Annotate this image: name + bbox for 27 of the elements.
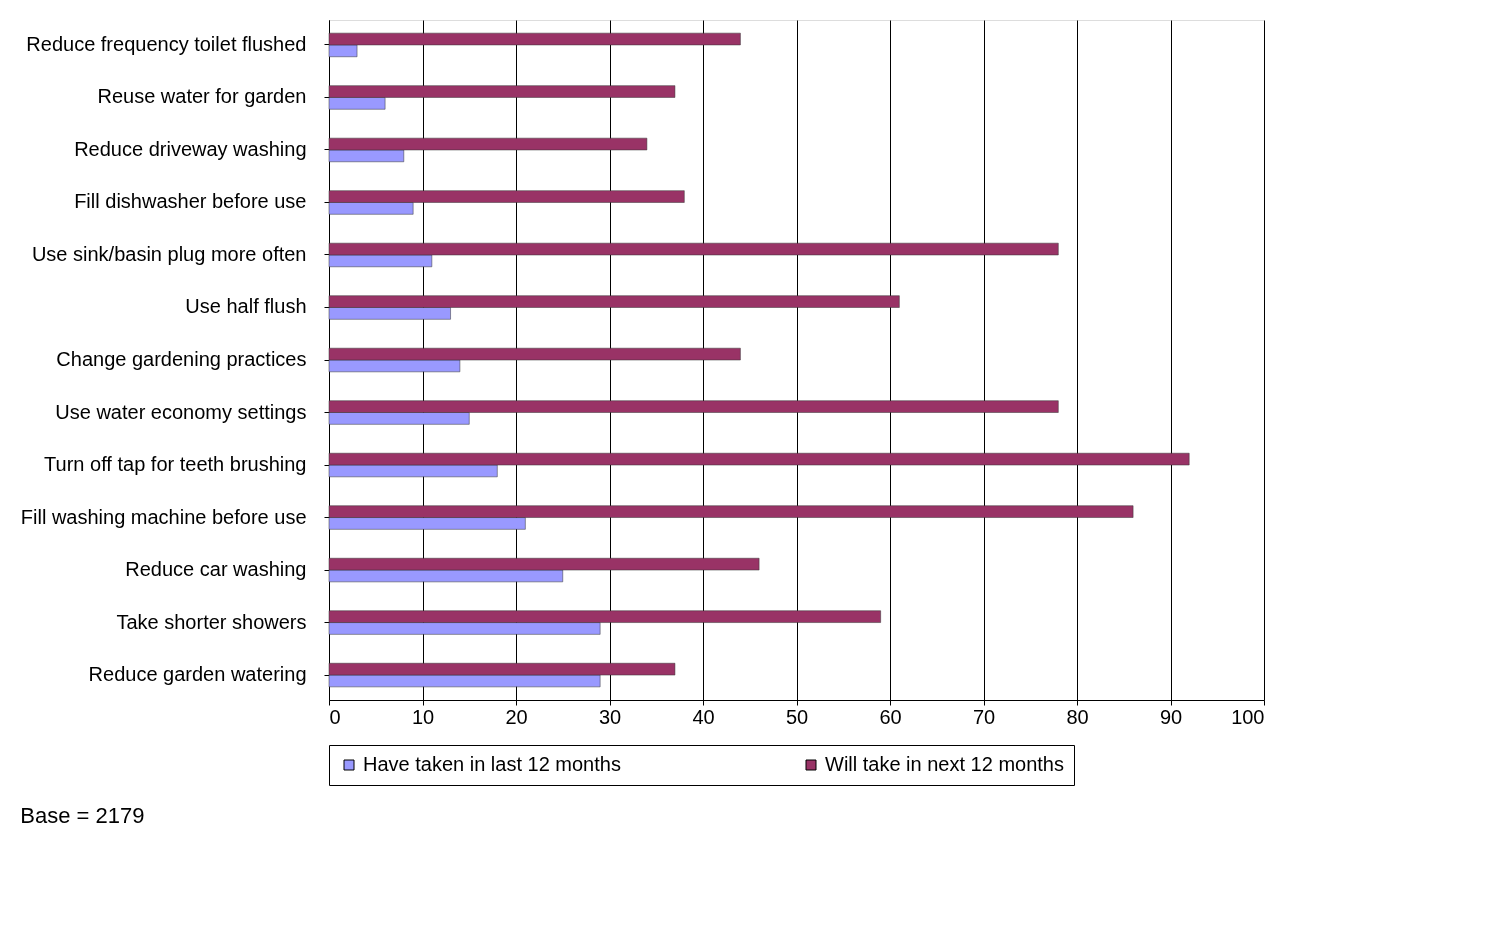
legend-label: Have taken in last 12 months	[363, 753, 621, 775]
x-tick-label: 10	[411, 705, 435, 728]
y-tick-label: Fill washing machine before use	[20, 505, 307, 528]
y-tick-label: Use sink/basin plug more often	[31, 242, 307, 265]
y-tick-label: Reduce garden watering	[88, 663, 307, 686]
x-tick-label: 90	[1159, 705, 1183, 728]
y-tick-label: Reduce driveway washing	[74, 137, 307, 160]
y-tick-label: Reduce car washing	[125, 558, 307, 581]
y-tick-label: Turn off tap for teeth brushing	[44, 453, 307, 476]
x-tick-label: 70	[972, 705, 996, 728]
text: Base = 2179	[20, 802, 145, 828]
x-tick-label: 100	[1231, 705, 1265, 728]
y-tick-label: Use water economy settings	[55, 400, 307, 423]
y-tick-label: Reduce frequency toilet flushed	[26, 32, 307, 55]
x-tick-label: 50	[785, 705, 809, 728]
y-tick-label: Use half flush	[185, 295, 307, 318]
y-tick-label: Take shorter showers	[116, 610, 307, 633]
x-tick-label: 80	[1066, 705, 1089, 728]
y-tick-label: Reuse water for garden	[97, 85, 307, 108]
x-tick-label: 30	[598, 705, 622, 728]
x-tick-label: 0	[329, 705, 341, 728]
legend-label: Will take in next 12 months	[825, 753, 1064, 775]
y-tick-label: Fill dishwasher before use	[74, 190, 307, 213]
y-tick-label: Change gardening practices	[56, 348, 307, 370]
x-tick-label: 40	[692, 705, 715, 728]
x-tick-label: 20	[505, 705, 528, 728]
x-tick-label: 60	[879, 705, 902, 728]
